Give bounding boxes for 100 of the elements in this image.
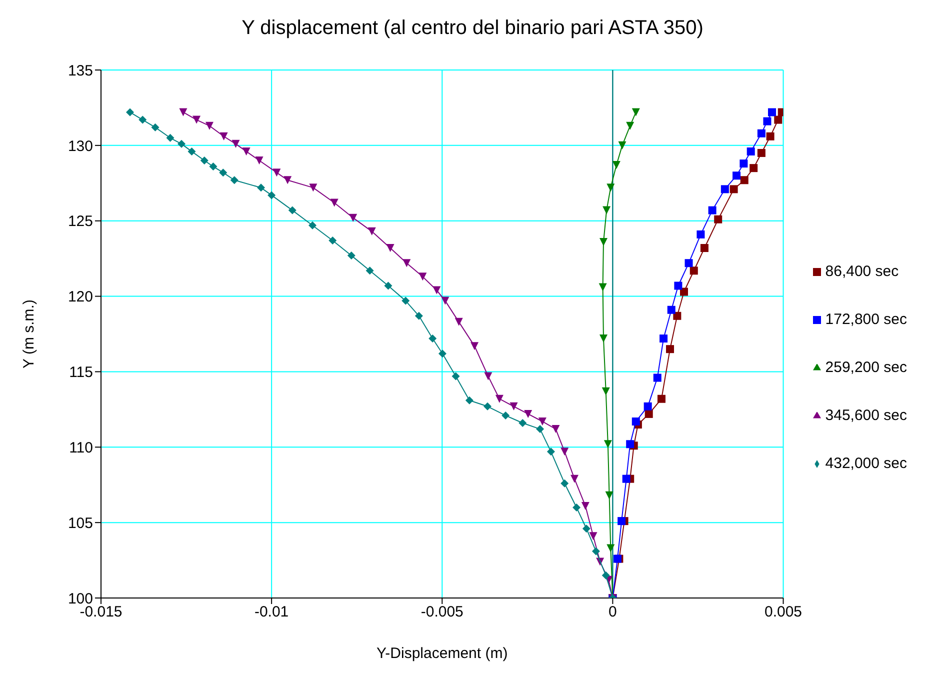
point [774,116,782,124]
point [502,411,510,420]
y-tick-label: 120 [68,288,93,306]
point [454,318,463,326]
point [230,176,238,184]
point [126,108,134,116]
point [205,122,214,130]
point [510,402,518,410]
point [570,474,578,483]
point [746,147,755,156]
point [495,394,504,403]
x-tick-label: -0.005 [420,604,464,621]
point [582,524,590,533]
point [268,191,276,200]
point [666,345,674,354]
point [418,272,427,281]
point [524,410,532,418]
point [441,296,450,305]
y-tick-label: 130 [68,138,93,155]
point [288,206,296,214]
legend-label: 172,800 sec [825,311,907,328]
point [606,544,615,552]
point [592,547,600,556]
point [428,334,437,343]
x-axis-title: Y-Displacement (m) [376,645,508,662]
point [256,184,265,192]
point [602,387,610,396]
point [680,288,688,296]
point [768,108,776,116]
point [626,440,634,448]
point [138,116,147,124]
y-tick-label: 105 [68,514,93,532]
point [581,502,590,510]
point [708,206,716,214]
point [255,156,264,165]
legend-label: 345,600 sec [825,407,907,424]
legend-label: 432,000 sec [825,455,907,472]
point [151,123,160,132]
point [414,312,423,320]
point [272,168,281,177]
point [536,425,544,434]
point [757,129,766,138]
point [560,448,569,456]
point [750,164,758,172]
point [740,160,748,168]
point [552,425,560,434]
point [484,402,492,410]
point [366,266,374,275]
point [384,282,392,290]
point [740,176,748,184]
point [632,417,640,426]
point [598,283,607,292]
point [700,244,708,252]
point [605,491,614,500]
point [219,168,228,177]
point [347,252,356,260]
point [684,259,693,268]
point [632,108,640,116]
point [720,185,729,194]
point [644,410,653,418]
point [604,440,612,448]
point [589,532,598,540]
point [673,312,682,320]
point [674,282,682,290]
point [309,184,318,192]
point [284,176,292,184]
point [484,372,492,380]
y-tick-label: 110 [69,439,93,456]
point [653,374,662,382]
point [644,402,652,410]
point [192,116,201,124]
point [766,132,774,140]
point [470,342,479,350]
point [732,172,741,180]
x-tick-label: 0 [608,604,617,621]
point [438,350,446,358]
point [209,162,218,171]
point [618,517,626,526]
point [602,206,611,214]
point [166,134,174,142]
legend-label: 259,200 sec [825,359,907,376]
point [452,372,460,380]
point [599,238,608,246]
point [730,185,738,194]
chart-title: Y displacement (al centro del binario pari ASTA 350) [240,16,704,41]
point [626,122,634,130]
point [328,236,337,244]
point [690,266,698,275]
point [602,571,610,580]
point [606,184,615,192]
point [599,334,608,343]
point [546,448,555,456]
point [242,147,250,156]
point [188,147,196,156]
y-tick-label: 115 [69,364,93,382]
point [757,148,766,157]
point [560,479,569,488]
point [667,306,676,314]
point [538,417,546,426]
point [200,156,208,165]
